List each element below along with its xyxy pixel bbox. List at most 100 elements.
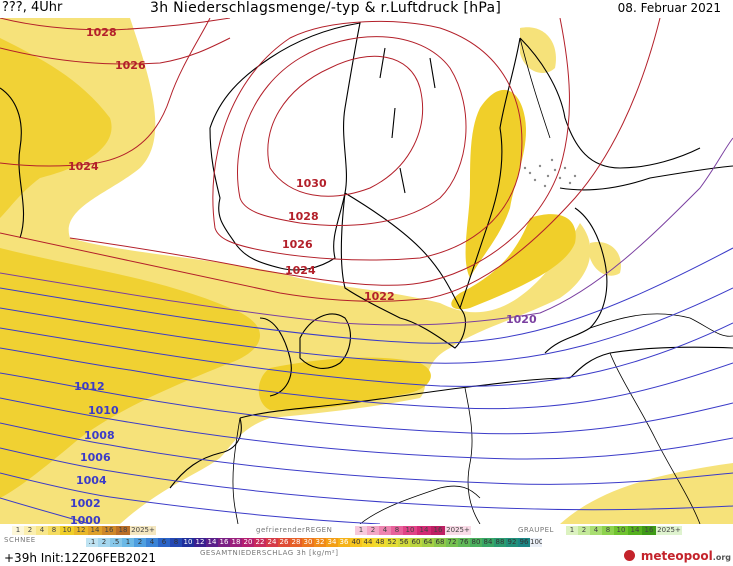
- label-1024-center: 1024: [285, 264, 316, 277]
- label-1024-west: 1024: [68, 160, 99, 173]
- total-precip-cell: 1: [122, 538, 134, 547]
- uk-coast: [0, 87, 25, 239]
- legend-graupel-scale: 1 2 4 8 10 14 16 2025+: [566, 526, 682, 535]
- label-1012: 1012: [74, 380, 105, 393]
- graupel-cell: 1: [566, 526, 578, 535]
- total-precip-cell: 10: [182, 538, 194, 547]
- label-1028-west: 1028: [86, 26, 117, 39]
- snow-cell: 12: [74, 526, 88, 535]
- isobar-1018: [0, 247, 733, 344]
- init-time: +39h Init:12Z06FEB2021: [4, 551, 156, 565]
- isobar-1004: [0, 447, 733, 511]
- freezing-rain-cell: 8: [391, 526, 403, 535]
- freezing-rain-cell: 1: [355, 526, 367, 535]
- isobar-mid: [0, 137, 733, 326]
- isobar-1024-center: [69, 18, 570, 286]
- total-precip-cell: 26: [278, 538, 290, 547]
- isobar-1006: [0, 422, 733, 485]
- isobar-1030: [267, 55, 424, 197]
- denmark-jutland: [259, 317, 292, 397]
- brand-icon: [623, 550, 635, 561]
- border-nl-de: [232, 417, 241, 524]
- total-precip-cell: 4: [146, 538, 158, 547]
- isobar-1014: [0, 322, 733, 387]
- total-precip-cell: 64: [422, 538, 434, 547]
- map-title: 3h Niederschlagsmenge/-typ & r.Luftdruck…: [150, 0, 502, 16]
- legend-total-precip-scale: .1 2.5 1 2 4 6 8 10 12 14 16 18 20 22 24 26 28 30 32 34 36 40…: [86, 538, 542, 547]
- finland-coast: [519, 37, 701, 169]
- legend-freezing-rain-scale: 1 2 4 8 10 14 16 2025+: [355, 526, 471, 535]
- snow-cell: 1: [12, 526, 24, 535]
- coastlines: [0, 22, 733, 489]
- netherlands-coast: [169, 417, 242, 489]
- label-1006: 1006: [80, 451, 111, 464]
- total-precip-cell: 2: [98, 538, 110, 547]
- germany-coast: [239, 377, 571, 419]
- label-1020: 1020: [506, 313, 537, 326]
- freezing-rain-cell: 2: [367, 526, 379, 535]
- isobar-1016: [0, 287, 733, 364]
- total-precip-cell: 100: [530, 538, 542, 547]
- precip-se-corner: [560, 463, 733, 524]
- snow-speckle: [523, 158, 577, 188]
- brand-logo[interactable]: meteopool.org: [623, 549, 731, 563]
- label-1026-west: 1026: [115, 59, 146, 72]
- precip-denmark: [258, 357, 431, 411]
- isobar-1008: [0, 397, 733, 460]
- forecast-time: ???, 4Uhr: [2, 0, 63, 15]
- border-belarus: [589, 313, 733, 337]
- precip-estonia: [590, 242, 621, 276]
- border-poland-east: [609, 352, 701, 524]
- snow-cell: 4: [36, 526, 48, 535]
- graupel-cell: 2025+: [656, 526, 682, 535]
- total-precip-cell: 76: [458, 538, 470, 547]
- total-precip-cell: 2: [134, 538, 146, 547]
- graupel-cell: 4: [590, 526, 602, 535]
- graupel-cell: 10: [614, 526, 628, 535]
- total-precip-cell: 60: [410, 538, 422, 547]
- total-precip-cell: 40: [350, 538, 362, 547]
- baltic-states: [544, 207, 608, 354]
- label-1010: 1010: [88, 404, 119, 417]
- isobar-1000: [0, 497, 91, 524]
- total-precip-cell: 6: [158, 538, 170, 547]
- brand-suffix: .org: [712, 553, 731, 562]
- snow-cell: 10: [60, 526, 74, 535]
- isobar-1022: [0, 18, 661, 302]
- isobar-1026-west: [0, 37, 231, 65]
- total-precip-cell: .5: [110, 538, 122, 547]
- total-precip-cell: 8: [170, 538, 182, 547]
- denmark-coast: [299, 313, 351, 369]
- isobar-1010: [0, 372, 733, 435]
- sweden-coast: [340, 192, 466, 349]
- isobar-1020: [0, 137, 733, 326]
- sweden-east: [459, 37, 521, 309]
- snow-cell: 18: [116, 526, 130, 535]
- total-precip-cell: 14: [206, 538, 218, 547]
- freezing-rain-cell: 4: [379, 526, 391, 535]
- total-precip-cell: 80: [470, 538, 482, 547]
- graupel-cell: 16: [642, 526, 656, 535]
- total-precip-cell: 12: [194, 538, 206, 547]
- total-precip-cell: 24: [266, 538, 278, 547]
- norway-coast: [209, 22, 361, 271]
- snow-cell: 2: [24, 526, 36, 535]
- label-1000: 1000: [70, 514, 101, 524]
- isobars-low: [0, 247, 733, 524]
- label-1030: 1030: [296, 177, 327, 190]
- legend-bar: 1 2 4 8 10 12 14 16 18 2025+ gefrierende…: [0, 524, 733, 566]
- label-1022: 1022: [364, 290, 395, 303]
- precip-areas: [0, 18, 733, 524]
- snow-cell: 8: [48, 526, 60, 535]
- borders: [232, 37, 733, 524]
- precip-sea-core: [0, 248, 260, 498]
- brand-name: meteopool: [640, 549, 713, 563]
- total-precip-cell: 20: [242, 538, 254, 547]
- label-1028-center: 1028: [288, 210, 319, 223]
- freezing-rain-cell: 2025+: [445, 526, 471, 535]
- total-precip-cell: 28: [290, 538, 302, 547]
- snow-cell: 2025+: [130, 526, 156, 535]
- border-de-cz: [359, 485, 481, 524]
- freezing-rain-cell: 10: [403, 526, 417, 535]
